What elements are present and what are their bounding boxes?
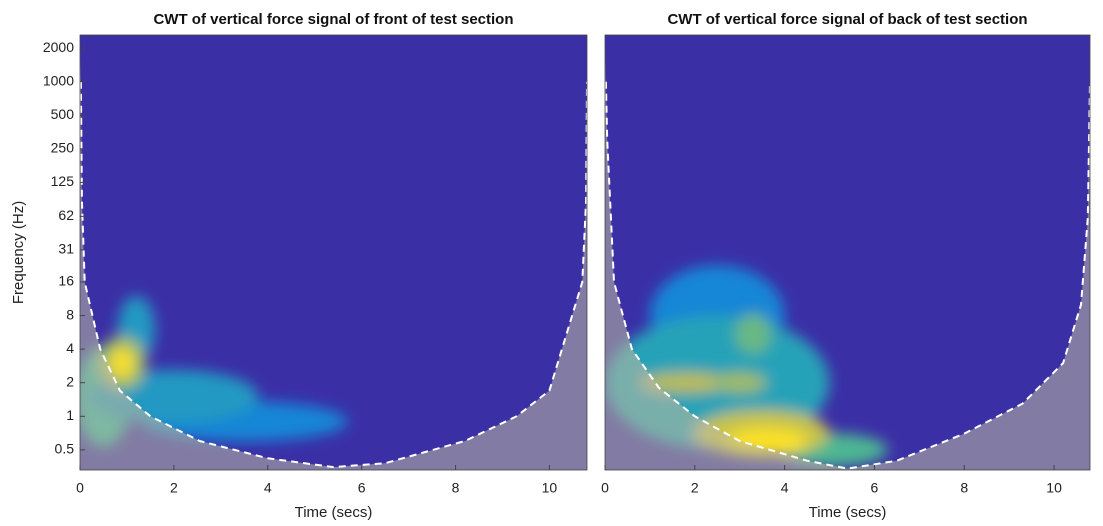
y-tick-label: 1000 [43,72,74,88]
x-tick-label: 6 [358,480,366,496]
x-tick-label: 4 [781,480,789,496]
plot-panel: CWT of vertical force signal of front of… [10,11,588,521]
x-axis-label: Time (secs) [295,504,373,521]
plot-panel: CWT of vertical force signal of back of … [601,11,1091,521]
energy-hotspot [640,372,731,393]
chart-title: CWT of vertical force signal of front of… [153,11,513,28]
y-tick-label: 1 [66,407,74,423]
y-tick-label: 8 [66,306,74,322]
y-tick-label: 31 [58,241,74,257]
coi-shading [605,35,1090,470]
x-tick-label: 10 [1046,480,1062,496]
plot-area [605,35,1090,470]
y-tick-label: 125 [51,173,75,189]
plot-frame [604,34,1091,471]
y-tick-label: 16 [58,273,74,289]
energy-hotspot [110,347,134,379]
y-tick-label: 4 [66,340,74,356]
y-axis-label: Frequency (Hz) [10,201,27,304]
x-tick-label: 10 [542,480,558,496]
x-axis-label: Time (secs) [809,504,887,521]
y-tick-label: 500 [51,106,75,122]
y-tick-label: 0.5 [55,441,75,457]
x-tick-label: 2 [691,480,699,496]
coi-shading [80,35,587,470]
x-tick-label: 6 [871,480,879,496]
plot-frame [79,34,588,471]
y-tick-label: 2000 [43,39,74,55]
energy-hotspot [735,313,772,354]
x-tick-label: 8 [452,480,460,496]
x-tick-label: 0 [76,480,84,496]
x-tick-label: 0 [601,480,609,496]
x-tick-label: 8 [960,480,968,496]
y-tick-label: 250 [51,140,75,156]
cone-of-influence [605,81,1090,470]
chart-title: CWT of vertical force signal of back of … [667,11,1027,28]
x-tick-label: 4 [264,480,272,496]
x-tick-label: 2 [170,480,178,496]
y-tick-label: 62 [58,207,74,223]
cone-of-influence [80,81,587,469]
plot-area [80,35,587,470]
y-tick-label: 2 [66,373,74,389]
energy-hotspot [712,372,767,393]
